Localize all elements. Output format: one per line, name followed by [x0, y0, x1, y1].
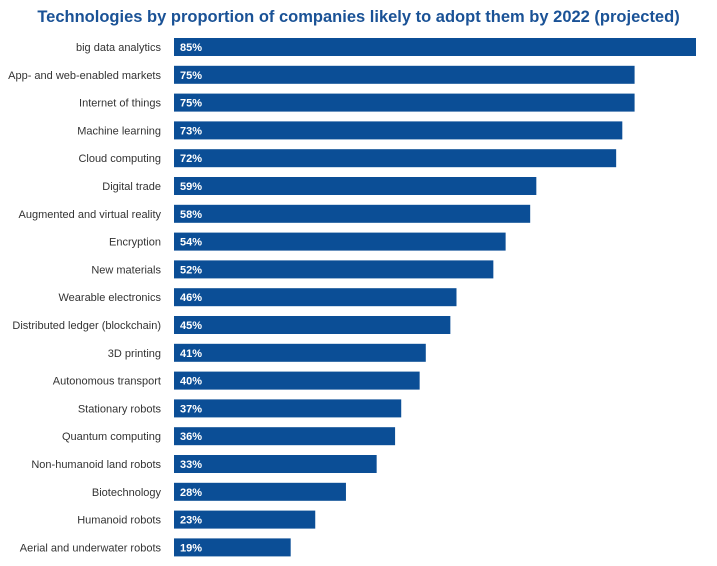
- category-label-11: 3D printing: [108, 348, 161, 360]
- value-label-0: 85%: [180, 42, 202, 54]
- bar-4: [174, 149, 617, 168]
- category-label-17: Humanoid robots: [77, 515, 161, 527]
- value-label-14: 36%: [180, 431, 202, 443]
- value-label-2: 75%: [180, 98, 202, 110]
- value-label-6: 58%: [180, 209, 202, 221]
- bar-1: [174, 65, 635, 84]
- bar-11: [174, 343, 426, 362]
- category-label-3: Machine learning: [77, 125, 161, 137]
- category-label-12: Autonomous transport: [53, 376, 161, 388]
- bar-18: [174, 538, 291, 557]
- value-label-5: 59%: [180, 181, 202, 193]
- bar-2: [174, 93, 635, 112]
- value-label-9: 46%: [180, 292, 202, 304]
- bar-12: [174, 371, 420, 390]
- category-label-10: Distributed ledger (blockchain): [12, 320, 161, 332]
- value-label-11: 41%: [180, 348, 202, 360]
- bar-16: [174, 482, 346, 501]
- value-label-16: 28%: [180, 487, 202, 499]
- category-label-9: Wearable electronics: [58, 292, 161, 304]
- category-label-0: big data analytics: [76, 42, 161, 54]
- chart-title: Technologies by proportion of companies …: [37, 8, 680, 26]
- category-label-15: Non-humanoid land robots: [31, 459, 161, 471]
- bar-7: [174, 232, 506, 251]
- value-label-13: 37%: [180, 403, 202, 415]
- value-label-12: 40%: [180, 376, 202, 388]
- value-label-8: 52%: [180, 264, 202, 276]
- value-label-17: 23%: [180, 515, 202, 527]
- category-label-4: Cloud computing: [78, 153, 161, 165]
- bar-15: [174, 455, 377, 473]
- bar-6: [174, 204, 531, 223]
- category-label-18: Aerial and underwater robots: [20, 542, 162, 554]
- value-label-3: 73%: [180, 125, 202, 137]
- bar-13: [174, 399, 402, 418]
- value-label-18: 19%: [180, 542, 202, 554]
- bar-10: [174, 316, 451, 334]
- value-label-1: 75%: [180, 70, 202, 82]
- bar-3: [174, 121, 623, 140]
- category-label-5: Digital trade: [102, 181, 161, 193]
- bar-14: [174, 427, 396, 446]
- value-label-15: 33%: [180, 459, 202, 471]
- bar-17: [174, 510, 316, 529]
- category-label-13: Stationary robots: [78, 403, 162, 415]
- category-label-14: Quantum computing: [62, 431, 161, 443]
- category-label-1: App- and web-enabled markets: [8, 70, 161, 82]
- value-label-7: 54%: [180, 237, 202, 249]
- category-label-16: Biotechnology: [92, 487, 162, 499]
- bar-9: [174, 288, 457, 307]
- category-label-7: Encryption: [109, 237, 161, 249]
- value-label-4: 72%: [180, 153, 202, 165]
- category-label-2: Internet of things: [79, 98, 161, 110]
- category-label-8: New materials: [91, 264, 161, 276]
- bar-8: [174, 260, 494, 279]
- value-label-10: 45%: [180, 320, 202, 332]
- category-label-6: Augmented and virtual reality: [19, 209, 162, 221]
- bar-0: [174, 38, 696, 56]
- bar-5: [174, 177, 537, 195]
